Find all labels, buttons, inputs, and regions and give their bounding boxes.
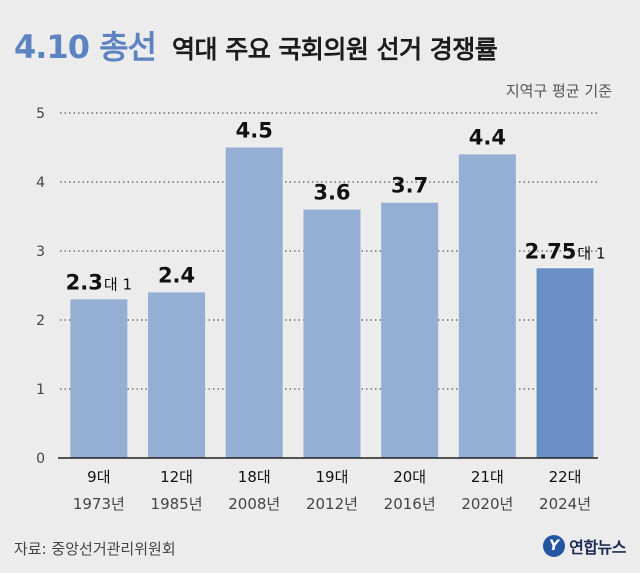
value-label: 2.3대 1: [66, 270, 132, 294]
value-label: 2.75대 1: [525, 239, 606, 263]
bar: [148, 292, 206, 458]
bar: [536, 268, 594, 458]
year-label: 2020년: [461, 495, 513, 513]
year-label: 1985년: [151, 495, 203, 513]
bar: [381, 202, 439, 458]
category-label: 9대: [87, 468, 110, 486]
category-label: 18대: [238, 468, 271, 486]
chart-subnote: 지역구 평균 기준: [505, 82, 612, 100]
year-label: 1973년: [73, 495, 125, 513]
category-label: 20대: [393, 468, 426, 486]
bar: [458, 154, 516, 458]
logo-text: 연합뉴스: [569, 538, 626, 557]
bar: [70, 299, 128, 458]
category-label: 12대: [160, 468, 193, 486]
value-label: 4.5: [236, 119, 273, 143]
value-label: 4.4: [469, 125, 506, 149]
year-label: 2024년: [539, 495, 591, 513]
yonhap-logo-icon: Y: [543, 535, 566, 557]
year-label: 2008년: [228, 495, 280, 513]
y-tick-label: 4: [36, 175, 45, 191]
category-label: 22대: [549, 468, 582, 486]
y-tick-label: 5: [36, 106, 45, 122]
election-badge: 4.10 총선: [14, 28, 157, 66]
category-label: 19대: [316, 468, 349, 486]
publisher-logo: Y 연합뉴스: [543, 534, 626, 558]
year-label: 2016년: [384, 495, 436, 513]
bar: [225, 147, 283, 458]
year-label: 2012년: [306, 495, 358, 513]
y-tick-label: 1: [36, 382, 45, 398]
y-tick-label: 2: [36, 313, 45, 329]
chart-header: 4.10 총선 역대 주요 국회의원 선거 경쟁률: [14, 22, 498, 70]
source-note: 자료: 중앙선거관리위원회: [14, 540, 176, 558]
bar: [303, 209, 361, 458]
y-tick-label: 0: [36, 451, 45, 467]
value-label: 3.7: [391, 174, 428, 198]
value-label: 2.4: [158, 263, 195, 287]
chart-title: 역대 주요 국회의원 선거 경쟁률: [171, 35, 498, 64]
y-tick-label: 3: [36, 244, 45, 260]
value-label: 3.6: [313, 181, 350, 205]
category-label: 21대: [471, 468, 504, 486]
